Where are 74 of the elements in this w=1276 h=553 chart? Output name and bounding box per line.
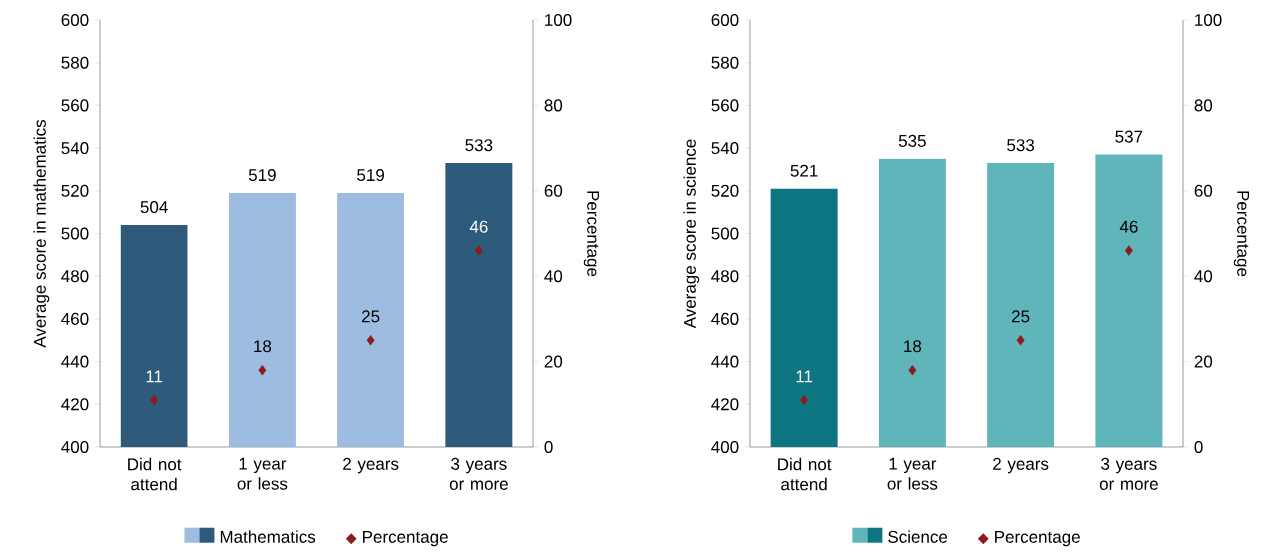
data-label: 46 (469, 220, 488, 233)
data-label: 533 (1007, 139, 1035, 152)
y-tick-label: 560 (61, 99, 89, 112)
data-label: 11 (146, 370, 163, 383)
x-tick-label: Did not attend (778, 457, 832, 491)
y2-tick-label: 100 (1195, 13, 1222, 27)
point (258, 364, 267, 376)
data-label: 11 (796, 370, 813, 383)
y2-tick-label: 40 (544, 270, 563, 283)
y2-tick-label: 60 (1194, 184, 1213, 197)
y2-axis-title: Percentage (583, 191, 599, 277)
data-label: 533 (465, 139, 493, 152)
point (150, 394, 159, 406)
legend-label: Percentage (363, 531, 448, 547)
y-tick-label: 580 (61, 56, 89, 69)
y-tick-label: 560 (711, 99, 739, 112)
data-label: 504 (140, 201, 168, 214)
y-tick-label: 500 (61, 227, 89, 240)
y2-axis-title: Percentage (1233, 191, 1249, 277)
data-label: 521 (790, 164, 818, 177)
y-tick-label: 460 (711, 312, 739, 325)
y-tick-label: 500 (711, 227, 739, 240)
y-tick-label: 580 (711, 56, 739, 69)
point (800, 394, 809, 406)
y2-tick-label: 20 (1194, 355, 1213, 368)
y2-tick-label: 80 (1194, 99, 1213, 112)
point (1124, 245, 1133, 256)
y-tick-label: 400 (61, 440, 89, 454)
y2-tick-label: 60 (544, 184, 563, 197)
point (366, 335, 375, 346)
data-label: 519 (248, 169, 276, 182)
y-tick-label: 600 (711, 13, 739, 27)
data-label: 519 (357, 169, 385, 182)
x-tick-label: 1 year or less (887, 457, 938, 490)
y-tick-label: 540 (61, 142, 89, 155)
point (908, 364, 917, 376)
y2-tick-label: 20 (544, 355, 563, 368)
y-tick-label: 400 (711, 440, 739, 454)
x-tick-label: Did not attend (128, 457, 182, 491)
y-tick-label: 480 (61, 270, 89, 283)
y2-tick-label: 0 (544, 440, 553, 454)
data-label: 18 (904, 340, 922, 353)
legend-label: Mathematics (220, 530, 316, 543)
y-tick-label: 460 (61, 312, 89, 325)
legend-label: Science (888, 530, 948, 543)
y-axis-title: Average score in mathematics (33, 119, 50, 348)
data-label: 537 (1115, 130, 1143, 143)
y2-tick-label: 0 (1194, 440, 1203, 454)
y-tick-label: 520 (711, 184, 739, 197)
data-label: 25 (362, 310, 380, 323)
x-tick-label: 1 year or less (237, 457, 288, 490)
x-tick-label: 2 years (993, 457, 1049, 474)
y2-tick-label: 100 (545, 13, 572, 27)
y-tick-label: 480 (711, 270, 739, 283)
x-tick-label: 3 years or more (449, 457, 508, 490)
point (1016, 335, 1025, 346)
y-tick-label: 420 (711, 398, 739, 411)
legend-label: Percentage (995, 531, 1080, 547)
y-tick-label: 440 (711, 355, 739, 368)
y-tick-label: 440 (61, 355, 89, 368)
point (474, 245, 483, 256)
y-tick-label: 600 (61, 13, 89, 27)
data-label: 535 (898, 134, 926, 147)
y-tick-label: 520 (61, 184, 89, 197)
x-tick-label: 2 years (343, 457, 399, 474)
y-axis-title: Average score in science (683, 139, 700, 329)
y2-tick-label: 40 (1194, 270, 1213, 283)
data-label: 25 (1012, 310, 1030, 323)
y2-tick-label: 80 (544, 99, 563, 112)
x-tick-label: 3 years or more (1099, 457, 1158, 490)
y-tick-label: 420 (61, 398, 89, 411)
y-tick-label: 540 (711, 142, 739, 155)
data-label: 46 (1119, 220, 1138, 233)
data-label: 18 (254, 340, 272, 353)
